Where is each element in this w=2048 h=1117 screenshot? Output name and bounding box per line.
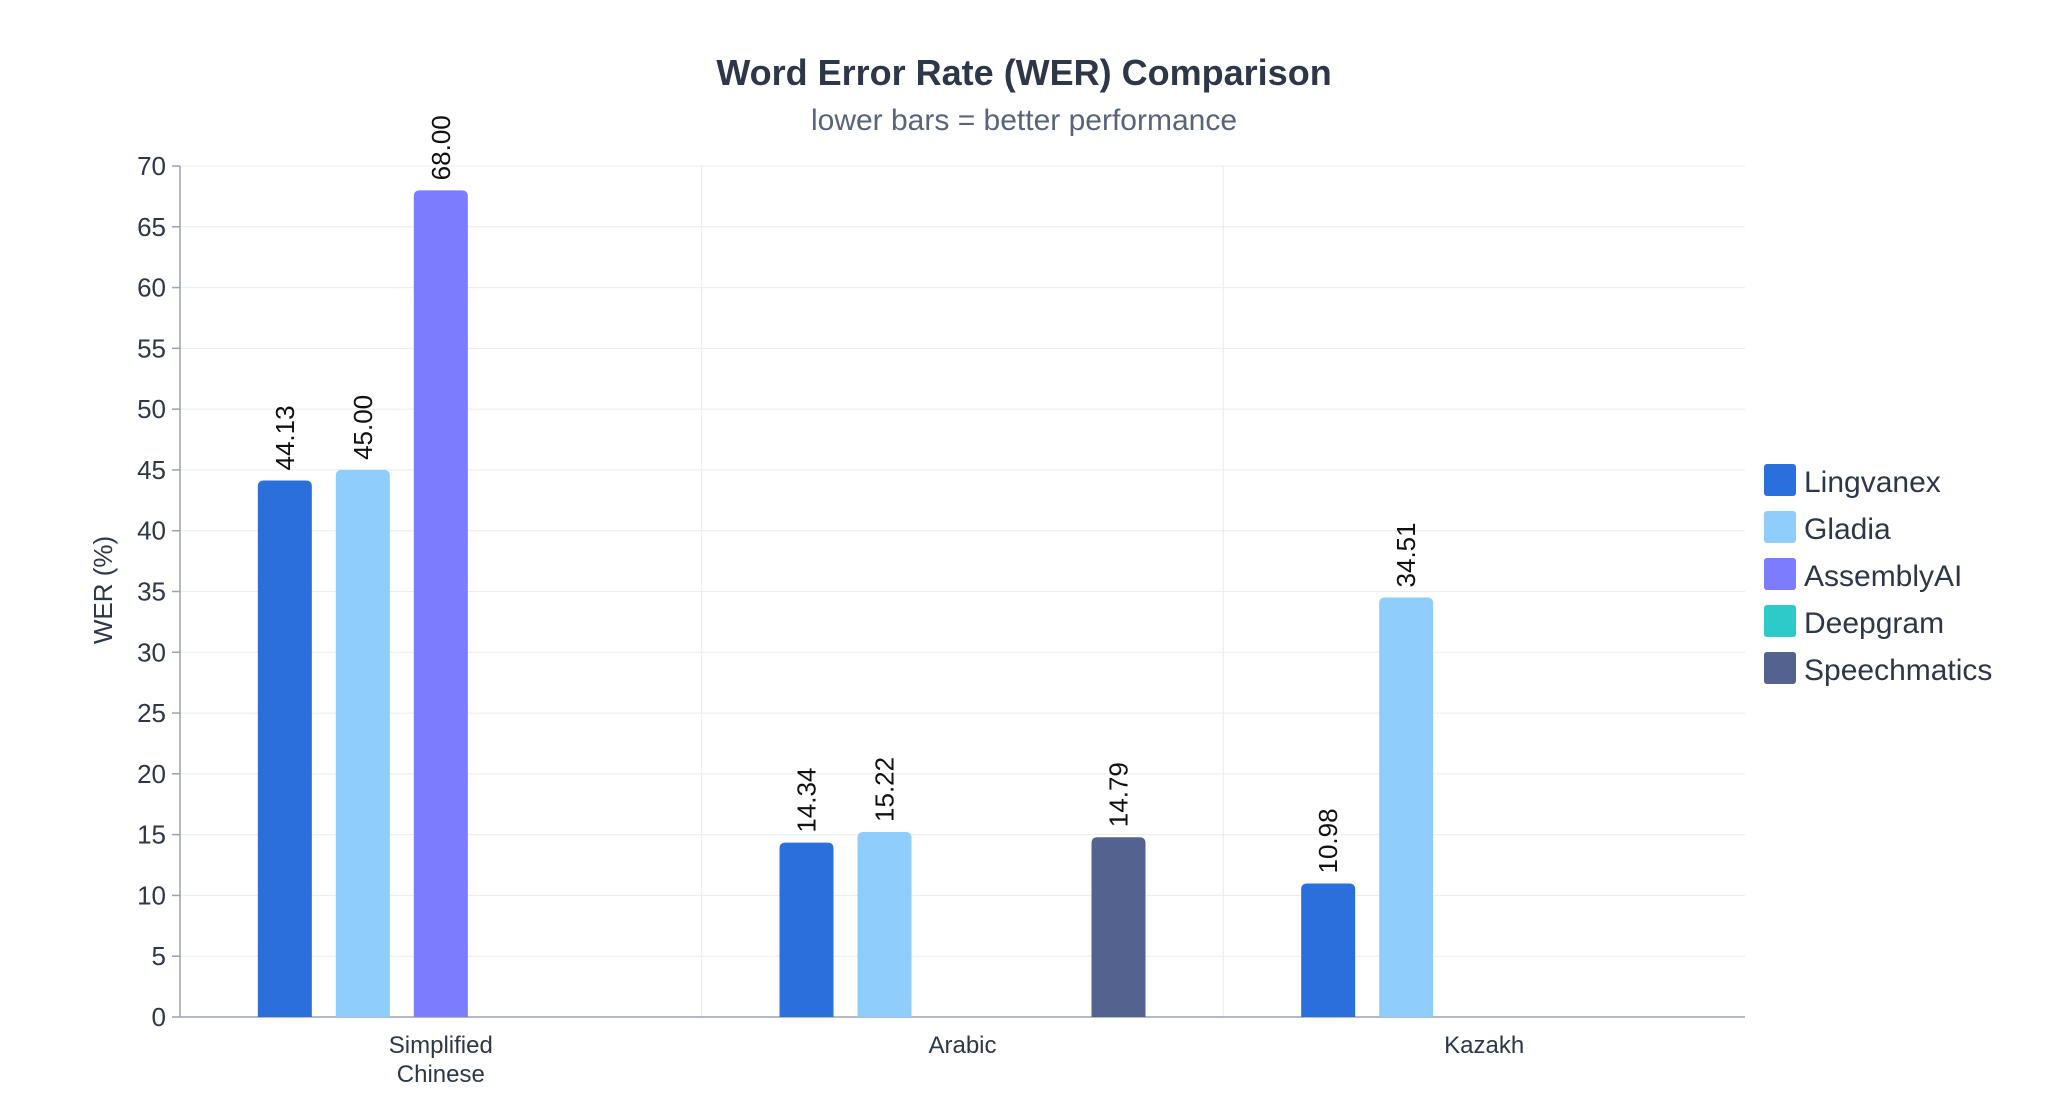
y-tick-label: 5 xyxy=(152,941,166,971)
bar-gladia xyxy=(857,831,912,1017)
legend-label-lingvanex: Lingvanex xyxy=(1804,466,1941,499)
y-tick-label: 35 xyxy=(137,577,166,607)
y-tick-label: 20 xyxy=(137,759,166,789)
x-category-label: Arabic xyxy=(928,1032,996,1059)
legend: Lingvanex Gladia AssemblyAI Deepgram Speechm… xyxy=(1764,464,1992,687)
legend-swatch-assemblyai xyxy=(1764,558,1796,590)
bar-lingvanex xyxy=(1301,883,1356,1017)
y-tick-label: 65 xyxy=(137,212,166,242)
x-category-label: Kazakh xyxy=(1444,1032,1524,1059)
y-axis-title: WER (%) xyxy=(88,536,118,644)
y-tick-label: 50 xyxy=(137,394,166,424)
chart-subtitle: lower bars = better performance xyxy=(811,104,1237,137)
y-tick-label: 45 xyxy=(137,455,166,485)
y-tick-label: 40 xyxy=(137,516,166,546)
legend-swatch-speechmatics xyxy=(1764,652,1796,684)
bar-lingvanex xyxy=(257,480,312,1018)
bar-lingvanex xyxy=(779,842,834,1017)
x-category-label: Chinese xyxy=(397,1061,485,1088)
y-tick-label: 0 xyxy=(152,1002,166,1032)
bar-value-label: 15.22 xyxy=(870,757,900,822)
legend-swatch-lingvanex xyxy=(1764,464,1796,496)
bar-value-label: 68.00 xyxy=(426,115,456,180)
legend-label-deepgram: Deepgram xyxy=(1804,607,1944,640)
y-tick-label: 55 xyxy=(137,333,166,363)
bar-gladia xyxy=(1379,597,1434,1017)
legend-label-assemblyai: AssemblyAI xyxy=(1804,560,1962,593)
chart-title: Word Error Rate (WER) Comparison xyxy=(716,52,1331,93)
x-category-label: Simplified xyxy=(389,1032,493,1059)
bar-value-label: 14.34 xyxy=(792,768,822,833)
data-labels: 44.13 45.00 68.00 14.34 15.22 14.79 10.98 34.51 xyxy=(270,115,1421,873)
y-tick-label: 15 xyxy=(137,820,166,850)
y-tick-label: 10 xyxy=(137,880,166,910)
y-tick-label: 60 xyxy=(137,273,166,303)
bar-value-label: 14.79 xyxy=(1104,762,1134,827)
legend-swatch-gladia xyxy=(1764,511,1796,543)
legend-swatch-deepgram xyxy=(1764,605,1796,637)
y-tick-label: 25 xyxy=(137,698,166,728)
bar-value-label: 44.13 xyxy=(270,405,300,470)
bar-assemblyai xyxy=(413,190,468,1018)
legend-label-gladia: Gladia xyxy=(1804,513,1891,546)
bar-speechmatics xyxy=(1091,837,1146,1017)
y-tick-label: 30 xyxy=(137,637,166,667)
bar-value-label: 45.00 xyxy=(348,395,378,460)
legend-label-speechmatics: Speechmatics xyxy=(1804,654,1992,687)
y-tick-label: 70 xyxy=(137,151,166,181)
bar-value-label: 34.51 xyxy=(1391,522,1421,587)
bar-value-label: 10.98 xyxy=(1313,808,1343,873)
bar-gladia xyxy=(335,469,390,1017)
bars xyxy=(257,190,1434,1018)
